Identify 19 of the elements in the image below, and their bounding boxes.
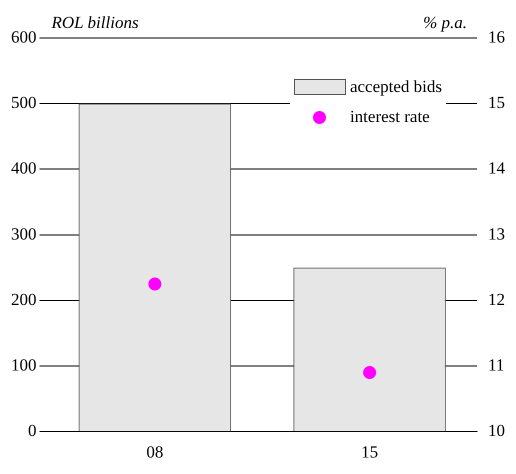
y2-tick-label: 16 [488,27,505,46]
legend-label: accepted bids [350,77,442,97]
y-tick-label: 100 [11,355,36,374]
y-tick-label: 600 [11,27,36,46]
y2-tick-label: 10 [488,421,505,440]
y-tick-label: 0 [28,421,36,440]
y-tick-label: 300 [11,224,36,244]
y2-tick-label: 13 [488,224,505,244]
legend-label: interest rate [350,107,430,127]
y-tick-label: 200 [11,290,36,309]
y2-tick-label: 14 [488,158,506,178]
y2-tick-label: 12 [488,290,505,309]
y-tick-label: 500 [11,93,36,112]
x-tick-label: 08 [146,442,164,462]
y2-axis-title: % p.a. [423,12,467,32]
y2-tick-label: 15 [488,93,505,112]
y-tick-label: 400 [11,158,36,178]
y-axis-title: ROL billions [50,12,139,32]
y2-tick-label: 11 [488,355,504,374]
